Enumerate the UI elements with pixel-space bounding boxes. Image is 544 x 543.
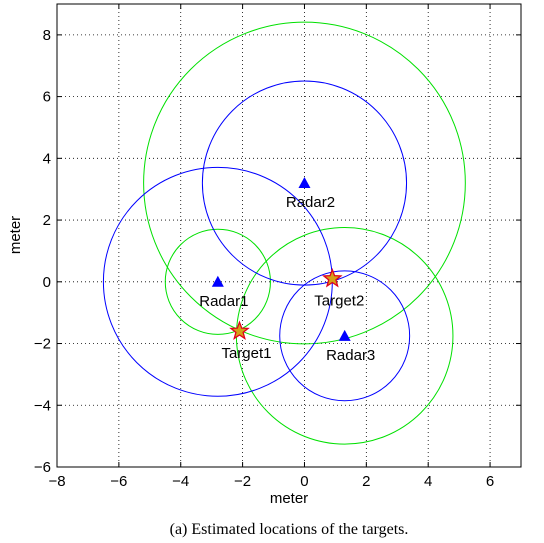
plot-background (57, 4, 521, 467)
x-tick-label: −6 (110, 473, 127, 490)
radar-marker (298, 177, 311, 189)
y-tick-label: −2 (34, 336, 51, 353)
plot-frame (56, 3, 522, 468)
y-tick-label: −4 (34, 397, 51, 414)
radar-label: Radar3 (326, 347, 375, 364)
blue-range-circle (279, 270, 411, 402)
x-tick-label: 2 (362, 473, 370, 490)
target-label: Target1 (221, 345, 271, 362)
radar-label: Radar1 (199, 293, 248, 310)
target-label: Target2 (314, 293, 364, 310)
y-tick-label: 4 (43, 150, 51, 167)
radar-label: Radar2 (286, 194, 335, 211)
x-tick-label: 0 (300, 473, 308, 490)
y-axis-label: meter (7, 216, 24, 254)
green-range-circle (143, 21, 466, 345)
radar-marker (338, 329, 351, 341)
y-tick-label: −6 (34, 459, 51, 476)
x-tick-label: 4 (424, 473, 432, 490)
green-range-circle (164, 228, 271, 335)
x-tick-label: 6 (486, 473, 494, 490)
figure-caption: (a) Estimated locations of the targets. (170, 521, 409, 538)
radar-marker (211, 275, 224, 287)
target-star-marker (229, 320, 250, 340)
y-tick-label: 6 (43, 89, 51, 106)
y-tick-label: 8 (43, 27, 51, 44)
x-axis-label: meter (270, 490, 308, 507)
x-tick-label: −2 (234, 473, 251, 490)
ticks (56, 4, 521, 468)
y-tick-label: 2 (43, 212, 51, 229)
y-tick-label: 0 (43, 274, 51, 291)
x-tick-label: −4 (172, 473, 189, 490)
target-star-marker (321, 267, 343, 288)
x-tick-label: −8 (48, 473, 65, 490)
markers: Radar1 Radar2 Radar3 Target1 Target2 (199, 177, 375, 364)
